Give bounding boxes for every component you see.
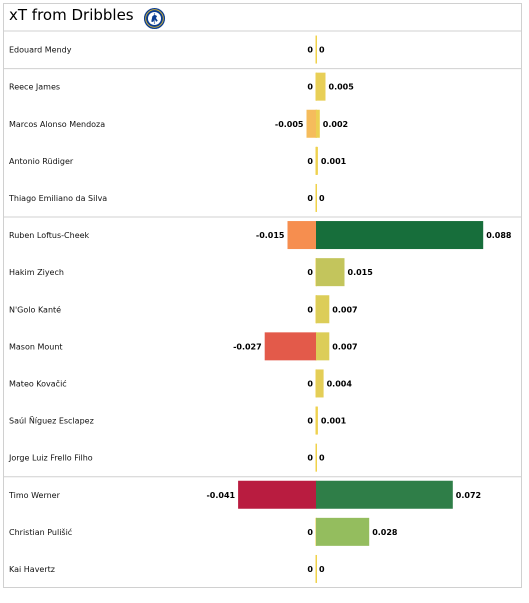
positive-xt-bar [316,332,330,361]
positive-value-label: 0 [319,454,325,463]
positive-xt-bar [316,295,330,324]
positive-value-label: 0.004 [327,379,353,388]
positive-value-label: 0.007 [332,342,357,351]
negative-value-label: 0 [307,305,313,314]
zero-marker [315,554,317,583]
negative-value-label: -0.027 [233,342,262,351]
player-label: Christian Pulišić [9,527,72,537]
player-label: Timo Werner [8,491,61,500]
player-label: Mason Mount [9,342,63,351]
player-label: Reece James [9,83,60,92]
positive-value-label: 0.072 [456,491,481,500]
positive-value-label: 0.002 [323,120,348,129]
negative-value-label: 0 [307,454,313,463]
positive-xt-bar [316,221,484,250]
negative-value-label: 0 [307,565,313,574]
positive-value-label: 0.005 [329,83,355,92]
negative-value-label: 0 [307,268,313,277]
player-label: Kai Havertz [9,565,55,574]
player-label: Antonio Rüdiger [9,157,74,166]
positive-value-label: 0.001 [321,157,347,166]
negative-value-label: 0 [307,379,313,388]
negative-xt-bar [306,109,316,138]
player-label: Ruben Loftus-Cheek [9,231,90,240]
negative-value-label: 0 [307,157,313,166]
negative-value-label: -0.005 [275,120,304,129]
zero-marker [315,183,317,212]
player-label: Edouard Mendy [9,46,72,55]
chelsea-crest-icon [143,7,166,30]
positive-xt-bar [316,517,370,546]
positive-xt-bar [316,146,318,175]
negative-xt-bar [238,480,316,509]
positive-xt-bar [316,72,326,101]
player-label: Hakim Ziyech [9,268,64,277]
positive-xt-bar [316,258,345,287]
negative-value-label: 0 [307,83,313,92]
positive-value-label: 0.015 [348,268,374,277]
player-label: N'Golo Kanté [9,304,61,314]
zero-marker [315,35,317,64]
chart-frame [3,3,522,588]
negative-value-label: 0 [307,194,313,203]
negative-value-label: -0.041 [206,491,235,500]
positive-value-label: 0 [319,46,325,55]
positive-xt-bar [316,369,324,398]
player-label: Thiago Emiliano da Silva [8,194,107,203]
negative-xt-bar [264,332,316,361]
negative-value-label: -0.015 [256,231,285,240]
positive-xt-bar [316,406,318,435]
positive-value-label: 0.007 [332,305,357,314]
positive-value-label: 0 [319,194,325,203]
positive-value-label: 0.028 [372,528,398,537]
negative-xt-bar [287,221,316,250]
chart-title: xT from Dribbles [9,6,134,24]
zero-marker [315,443,317,472]
negative-value-label: 0 [307,528,313,537]
positive-value-label: 0.088 [486,231,512,240]
player-label: Marcos Alonso Mendoza [9,120,105,129]
positive-xt-bar [316,480,453,509]
player-label: Mateo Kovačić [9,378,67,388]
negative-value-label: 0 [307,417,313,426]
positive-value-label: 0.001 [321,417,347,426]
player-label: Saúl Ñíguez Esclapez [9,416,94,426]
positive-xt-bar [316,109,320,138]
player-label: Jorge Luiz Frello Filho [8,454,93,463]
negative-value-label: 0 [307,46,313,55]
positive-value-label: 0 [319,565,325,574]
